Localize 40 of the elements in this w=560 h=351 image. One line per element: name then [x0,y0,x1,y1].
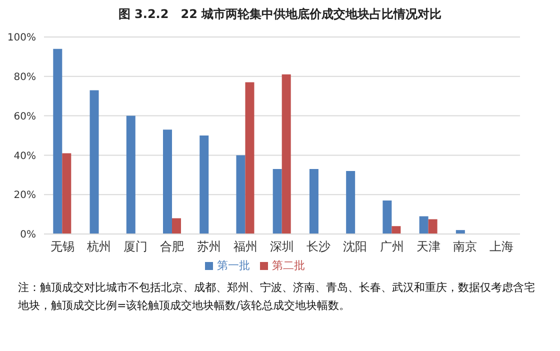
bar [236,155,246,234]
bar [200,136,209,234]
bar [126,116,136,234]
bar [382,200,392,234]
bar [309,168,318,234]
x-tick-label: 广州 [380,240,404,254]
x-tick-label: 福州 [233,240,258,254]
bar [62,153,72,234]
bar [392,226,401,234]
bar [428,219,438,234]
bar [53,48,62,234]
bar [282,74,291,234]
y-tick-label: 0% [20,230,36,241]
bar [90,90,99,234]
bar [272,168,282,234]
x-tick-label: 天津 [416,240,440,254]
y-tick-label: 60% [14,111,36,122]
bar [172,218,181,234]
y-tick-label: 80% [14,72,36,83]
x-tick-label: 深圳 [270,240,294,254]
legend-label: 第一批 [217,259,250,272]
x-tick-label: 南京 [453,240,478,254]
bar [163,130,172,234]
x-tick-label: 厦门 [124,240,148,254]
x-tick-label: 沈阳 [343,240,368,254]
y-tick-label: 100% [7,32,36,44]
legend-label: 第二批 [272,259,305,272]
text: 注：触顶成交对比城市不包括北京、成都、郑州、宁波、济南、青岛、长春、武汉和重庆，数据仅考虑含宅地块，触顶成交比例=该轮触顶成交地块幅数/该轮总成交地块幅数。 [18,280,536,314]
x-tick-label: 苏州 [196,240,221,254]
x-tick-label: 长沙 [306,240,331,254]
chart-title: 图 3.2.2 22 城市两轮集中供地底价成交地块占比情况对比 [117,6,443,23]
bar [419,216,428,234]
x-tick-label: 上海 [490,240,514,254]
bar [245,82,254,234]
x-tick-label: 合肥 [160,240,184,254]
x-tick-label: 无锡 [50,240,74,254]
x-tick-label: 杭州 [86,240,111,254]
y-tick-label: 40% [14,150,36,162]
y-tick-label: 20% [14,190,36,202]
bar [346,170,356,234]
